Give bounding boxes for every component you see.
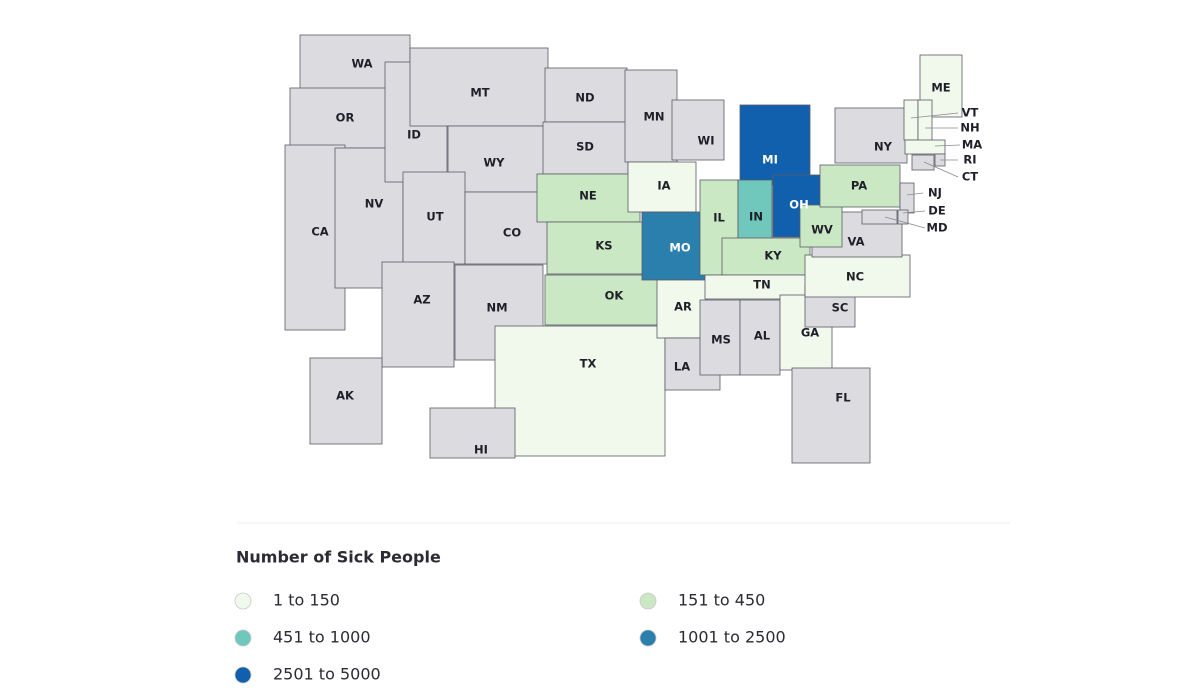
state-label: MO (669, 241, 690, 255)
state (309, 357, 383, 445)
state-label: SC (832, 301, 849, 315)
state-label: NV (365, 197, 384, 211)
state-label: OR (336, 111, 355, 125)
legend-label: 451 to 1000 (273, 628, 371, 647)
state-label: CA (311, 225, 328, 239)
state (897, 209, 909, 225)
state (464, 191, 551, 265)
state-label: MA (962, 138, 982, 152)
state-label: OH (789, 198, 808, 212)
state-label: AZ (413, 293, 430, 307)
state-label: MD (927, 221, 948, 235)
state (917, 99, 933, 143)
state (542, 121, 629, 175)
state-label: MI (762, 153, 778, 167)
state (656, 279, 708, 339)
leader-line (910, 112, 959, 119)
labels-layer: WA OR CA NV ID MT WY UT AZ CO NM ND SD NE KS OK TX MN IA MO… (311, 57, 982, 457)
state-label: GA (801, 326, 819, 340)
state-label: MT (470, 86, 489, 100)
state (861, 209, 898, 225)
state (911, 154, 935, 171)
state (899, 182, 915, 214)
state (381, 261, 455, 368)
leader-line (902, 210, 926, 214)
state-label: TX (580, 357, 597, 371)
state-label: KY (764, 249, 782, 263)
state-label: NY (874, 140, 893, 154)
state-label: WV (811, 223, 833, 237)
state-label: IL (713, 211, 725, 225)
state-label: DE (928, 204, 946, 218)
state (739, 104, 811, 186)
state (721, 237, 811, 276)
state-label: KS (595, 239, 612, 253)
state-label: NM (486, 301, 507, 315)
state-label: AL (754, 329, 771, 343)
state-label: MS (711, 333, 731, 347)
state (903, 99, 919, 141)
state-label: NE (579, 189, 597, 203)
state-label: LA (674, 360, 690, 374)
state-label: NH (960, 121, 979, 135)
leader-line (923, 161, 959, 178)
state-label: PA (851, 179, 867, 193)
state-label: WY (483, 156, 505, 170)
state-label: ND (575, 91, 594, 105)
state-label: NC (846, 270, 864, 284)
state-label: VT (962, 106, 979, 120)
state-label: ID (407, 128, 421, 142)
state-label: CO (503, 226, 521, 240)
legend-swatch (234, 629, 252, 647)
state-label: WA (351, 57, 372, 71)
state-label: RI (963, 153, 976, 167)
leader-line (906, 192, 924, 196)
legend-swatch (234, 666, 252, 684)
state (494, 325, 666, 457)
state (671, 99, 725, 161)
state (402, 171, 466, 265)
state-label: IA (657, 179, 670, 193)
state (429, 407, 516, 459)
legend-title: Number of Sick People (236, 548, 441, 567)
state-label: NJ (928, 186, 942, 200)
state (699, 299, 741, 376)
leader-line (934, 144, 961, 147)
legend-swatch (639, 629, 657, 647)
state-label: UT (426, 210, 443, 224)
legend-label: 151 to 450 (678, 591, 765, 610)
states-layer (284, 34, 963, 464)
legend-label: 1 to 150 (273, 591, 340, 610)
state (546, 221, 656, 275)
state-label: SD (576, 140, 594, 154)
state (627, 161, 697, 213)
state (791, 367, 871, 464)
state-label: AR (674, 300, 692, 314)
state-label: ME (931, 81, 950, 95)
state-label: AK (336, 389, 355, 403)
state (409, 47, 549, 127)
legend-label: 1001 to 2500 (678, 628, 786, 647)
state-label: IN (749, 210, 763, 224)
state-label: CT (962, 170, 978, 184)
state (904, 139, 946, 155)
state (536, 173, 641, 223)
legend-label: 2501 to 5000 (273, 665, 381, 684)
state-label: WI (698, 134, 715, 148)
legend-swatch (234, 592, 252, 610)
legend-swatch (639, 592, 657, 610)
leader-line (884, 216, 926, 229)
state (544, 274, 661, 326)
state-label: OK (605, 289, 625, 303)
state-label: VA (847, 235, 864, 249)
state-label: HI (474, 443, 488, 457)
state-label: MN (643, 110, 664, 124)
state-label: TN (753, 278, 770, 292)
state-label: FL (835, 391, 851, 405)
state (834, 107, 908, 164)
state (804, 254, 911, 298)
